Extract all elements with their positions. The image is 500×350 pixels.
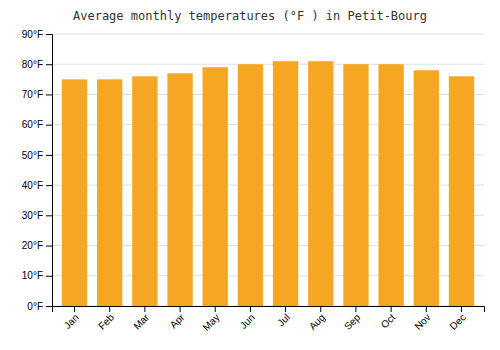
bars: [62, 61, 474, 306]
tick-label: Nov: [412, 312, 432, 332]
y-tick: 50°F: [22, 150, 52, 161]
tick-mark: [46, 276, 52, 277]
tick-mark: [46, 215, 52, 216]
tick-mark: [355, 306, 356, 312]
bar: [132, 76, 157, 306]
y-tick: 20°F: [22, 240, 52, 251]
tick-mark: [461, 306, 462, 312]
tick-mark: [215, 306, 216, 312]
x-axis: Jan Feb Mar Apr May Jun Jul Aug Sep Oct Nov Dec: [53, 306, 485, 333]
grid-line: [52, 34, 484, 35]
tick-label: Dec: [447, 312, 467, 332]
tick-label: 20°F: [22, 240, 43, 251]
tick-label: 70°F: [22, 89, 43, 100]
tick-label: Jul: [275, 312, 292, 329]
x-tick: Mar: [131, 306, 151, 332]
axis-line: [53, 307, 485, 313]
tick-label: Mar: [131, 311, 151, 331]
x-tick: Oct: [379, 306, 398, 330]
y-tick: 10°F: [22, 270, 52, 281]
tick-label: Oct: [379, 312, 398, 331]
tick-mark: [46, 155, 52, 156]
bar: [97, 79, 122, 306]
tick-label: 80°F: [22, 59, 43, 70]
bar: [62, 79, 87, 306]
bar: [203, 67, 228, 306]
axis-line: [46, 35, 53, 307]
tick-label: 10°F: [22, 270, 43, 281]
x-tick: Jul: [275, 306, 292, 328]
tick-mark: [46, 185, 52, 186]
x-tick: Sep: [342, 306, 363, 332]
x-tick: Nov: [412, 306, 432, 332]
x-tick: Dec: [447, 306, 467, 332]
title: Average monthly temperatures (°F ) in Pe…: [73, 9, 427, 23]
grid: [52, 34, 484, 306]
tick-mark: [250, 306, 251, 312]
bar: [414, 70, 439, 306]
tick-label: Aug: [307, 312, 327, 332]
y-tick: 60°F: [22, 119, 52, 130]
tick-label: Apr: [168, 311, 187, 330]
tick-label: Sep: [342, 311, 363, 332]
tick-label: 90°F: [22, 29, 43, 40]
bar: [273, 61, 298, 306]
plot: 0°F 10°F 20°F 30°F 40°F 50°F 60°F 70°F 80°F 90°F J…: [22, 29, 485, 333]
y-tick: 40°F: [22, 180, 52, 191]
tick-mark: [109, 306, 110, 312]
tick-label: May: [200, 312, 221, 333]
tick-mark: [74, 306, 75, 312]
grid-line: [52, 64, 484, 65]
chart: Average monthly temperatures (°F ) in Pe…: [0, 0, 500, 350]
bar: [167, 73, 192, 306]
x-tick: Jun: [238, 306, 257, 331]
bar: [378, 64, 403, 306]
tick-label: 30°F: [22, 210, 43, 221]
tick-label: 50°F: [22, 150, 43, 161]
y-tick: 30°F: [22, 210, 52, 221]
tick-mark: [391, 306, 392, 312]
tick-label: 40°F: [22, 180, 43, 191]
tick-mark: [144, 306, 145, 312]
bar: [343, 64, 368, 306]
tick-label: Jun: [238, 312, 257, 331]
tick-mark: [320, 306, 321, 312]
tick-label: Feb: [96, 311, 116, 331]
bar: [238, 64, 263, 306]
y-tick: 80°F: [22, 59, 52, 70]
tick-label: 60°F: [22, 119, 43, 130]
y-axis: 0°F 10°F 20°F 30°F 40°F 50°F 60°F 70°F 80°F 90°F: [22, 29, 53, 312]
tick-label: 0°F: [27, 301, 43, 312]
y-tick: 90°F: [22, 29, 52, 40]
tick-mark: [46, 94, 52, 95]
y-tick: 70°F: [22, 89, 52, 100]
x-tick: Apr: [168, 306, 187, 330]
tick-mark: [46, 34, 52, 35]
tick-mark: [46, 125, 52, 126]
x-tick: Feb: [96, 306, 116, 332]
tick-mark: [46, 64, 52, 65]
y-tick: 0°F: [27, 301, 52, 312]
tick-mark: [46, 246, 52, 247]
bar: [449, 76, 474, 306]
tick-mark: [180, 306, 181, 312]
tick-label: Jan: [62, 312, 81, 331]
bar: [308, 61, 333, 306]
tick-mark: [46, 306, 52, 307]
tick-mark: [285, 306, 286, 312]
x-tick: May: [200, 306, 221, 333]
x-tick: Jan: [62, 306, 81, 331]
x-tick: Aug: [307, 306, 327, 332]
tick-mark: [426, 306, 427, 312]
